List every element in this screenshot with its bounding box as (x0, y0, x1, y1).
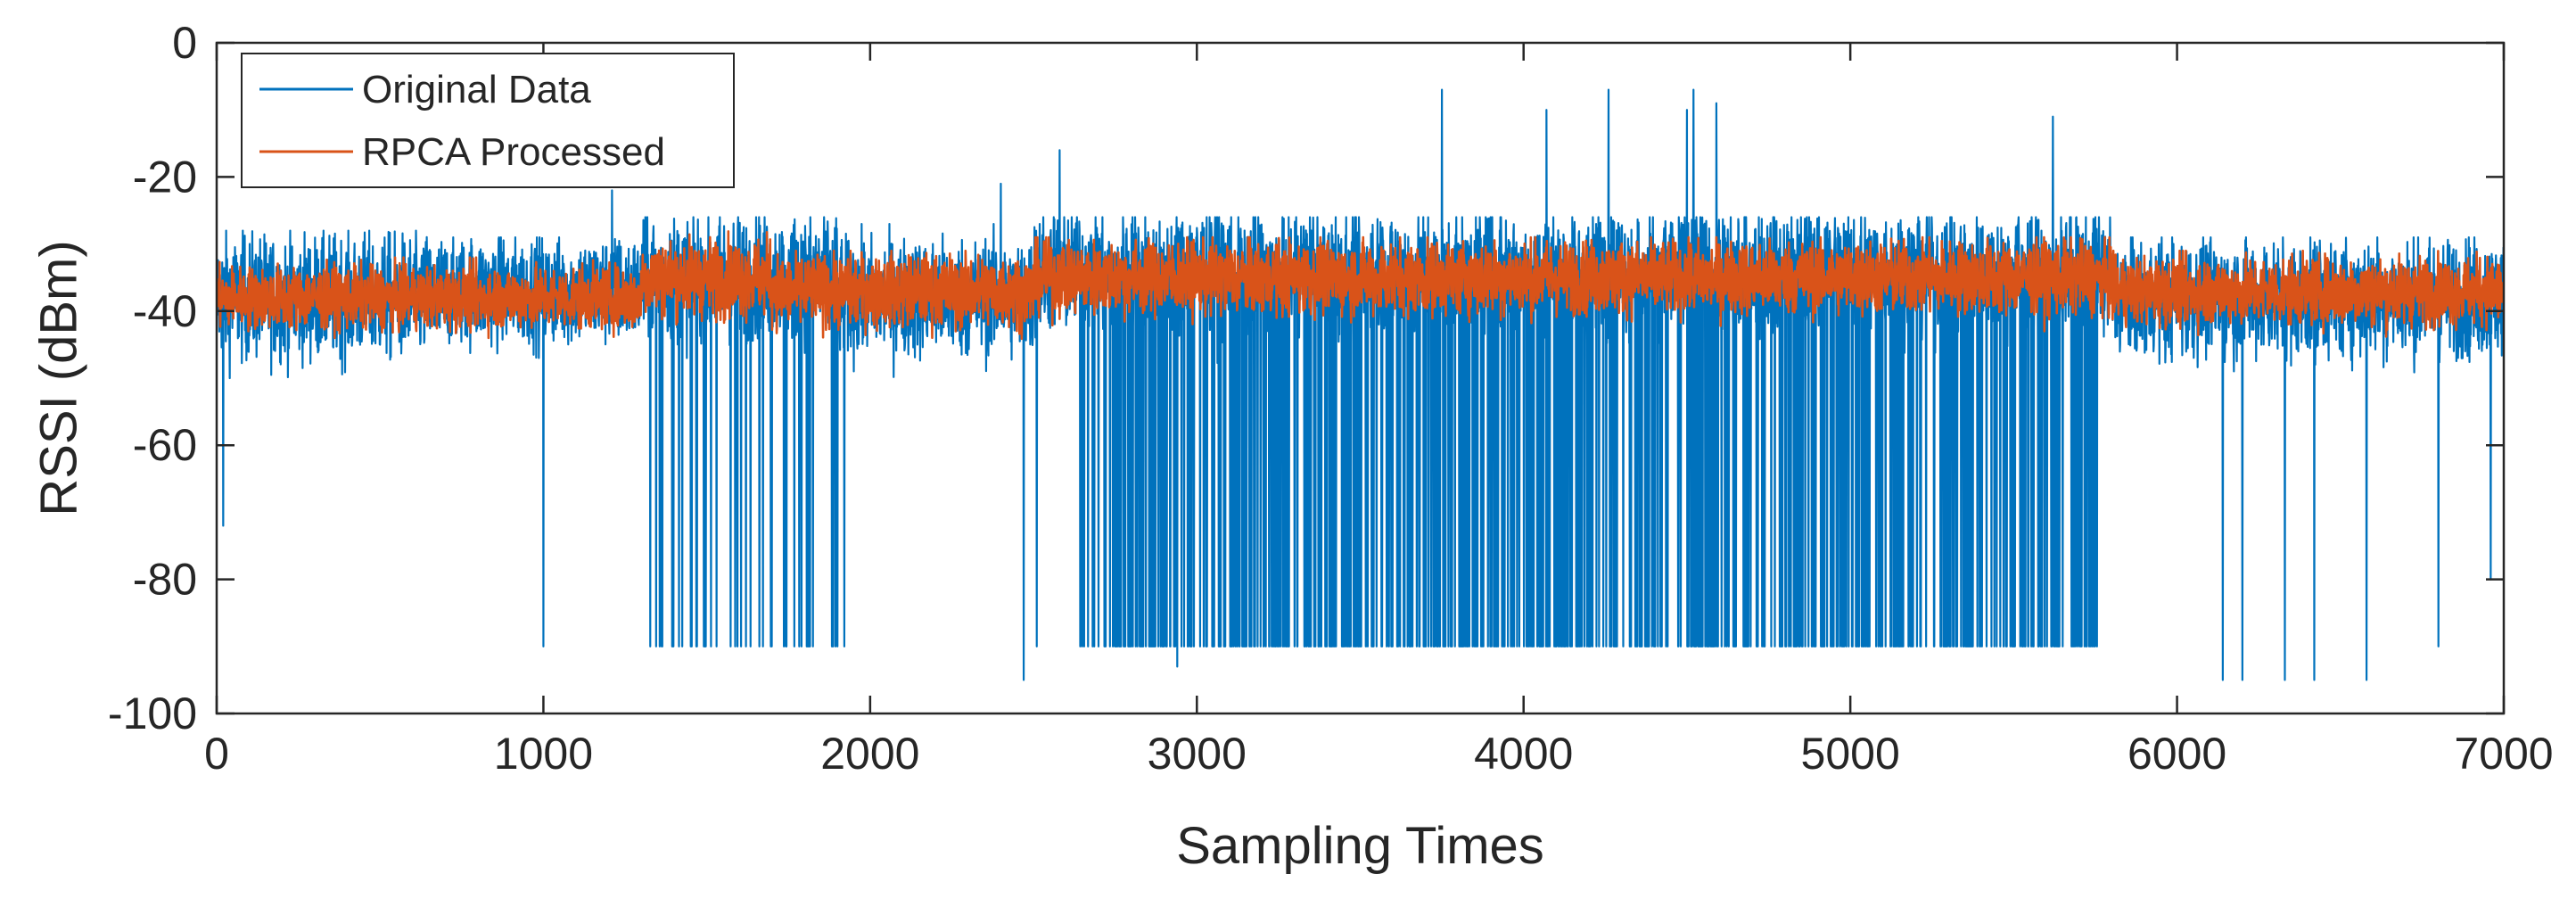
x-axis-title: Sampling Times (1176, 817, 1544, 875)
y-tick-label: 0 (172, 18, 197, 68)
legend: Original Data RPCA Processed (241, 53, 735, 188)
y-tick-label: -80 (133, 555, 197, 605)
x-tick-label: 4000 (1474, 729, 1573, 779)
x-tick-label: 0 (204, 729, 229, 779)
legend-box (241, 53, 735, 188)
legend-label: RPCA Processed (362, 130, 665, 174)
legend-label: Original Data (362, 68, 591, 111)
axes-box (215, 41, 2506, 715)
y-tick-label: -60 (133, 420, 197, 470)
axes: 0 1000 2000 3000 4000 5000 6000 7000 0 -20 -40 -60 -… (108, 18, 2554, 779)
y-tick-label: -100 (108, 689, 197, 738)
x-tick-label: 6000 (2127, 729, 2226, 779)
series-line-rpca-processed (217, 230, 2504, 341)
y-tick-label: -20 (133, 152, 197, 202)
x-tick-label: 7000 (2454, 729, 2553, 779)
x-tick-label: 1000 (494, 729, 593, 779)
plot-area (217, 88, 2504, 681)
y-tick-label: -40 (133, 286, 197, 336)
x-tick-label: 5000 (1801, 729, 1900, 779)
y-axis-title: RSSI (dBm) (29, 240, 87, 515)
x-tick-label: 3000 (1148, 729, 1247, 779)
x-tick-label: 2000 (820, 729, 919, 779)
series-line-original-data (217, 88, 2504, 681)
